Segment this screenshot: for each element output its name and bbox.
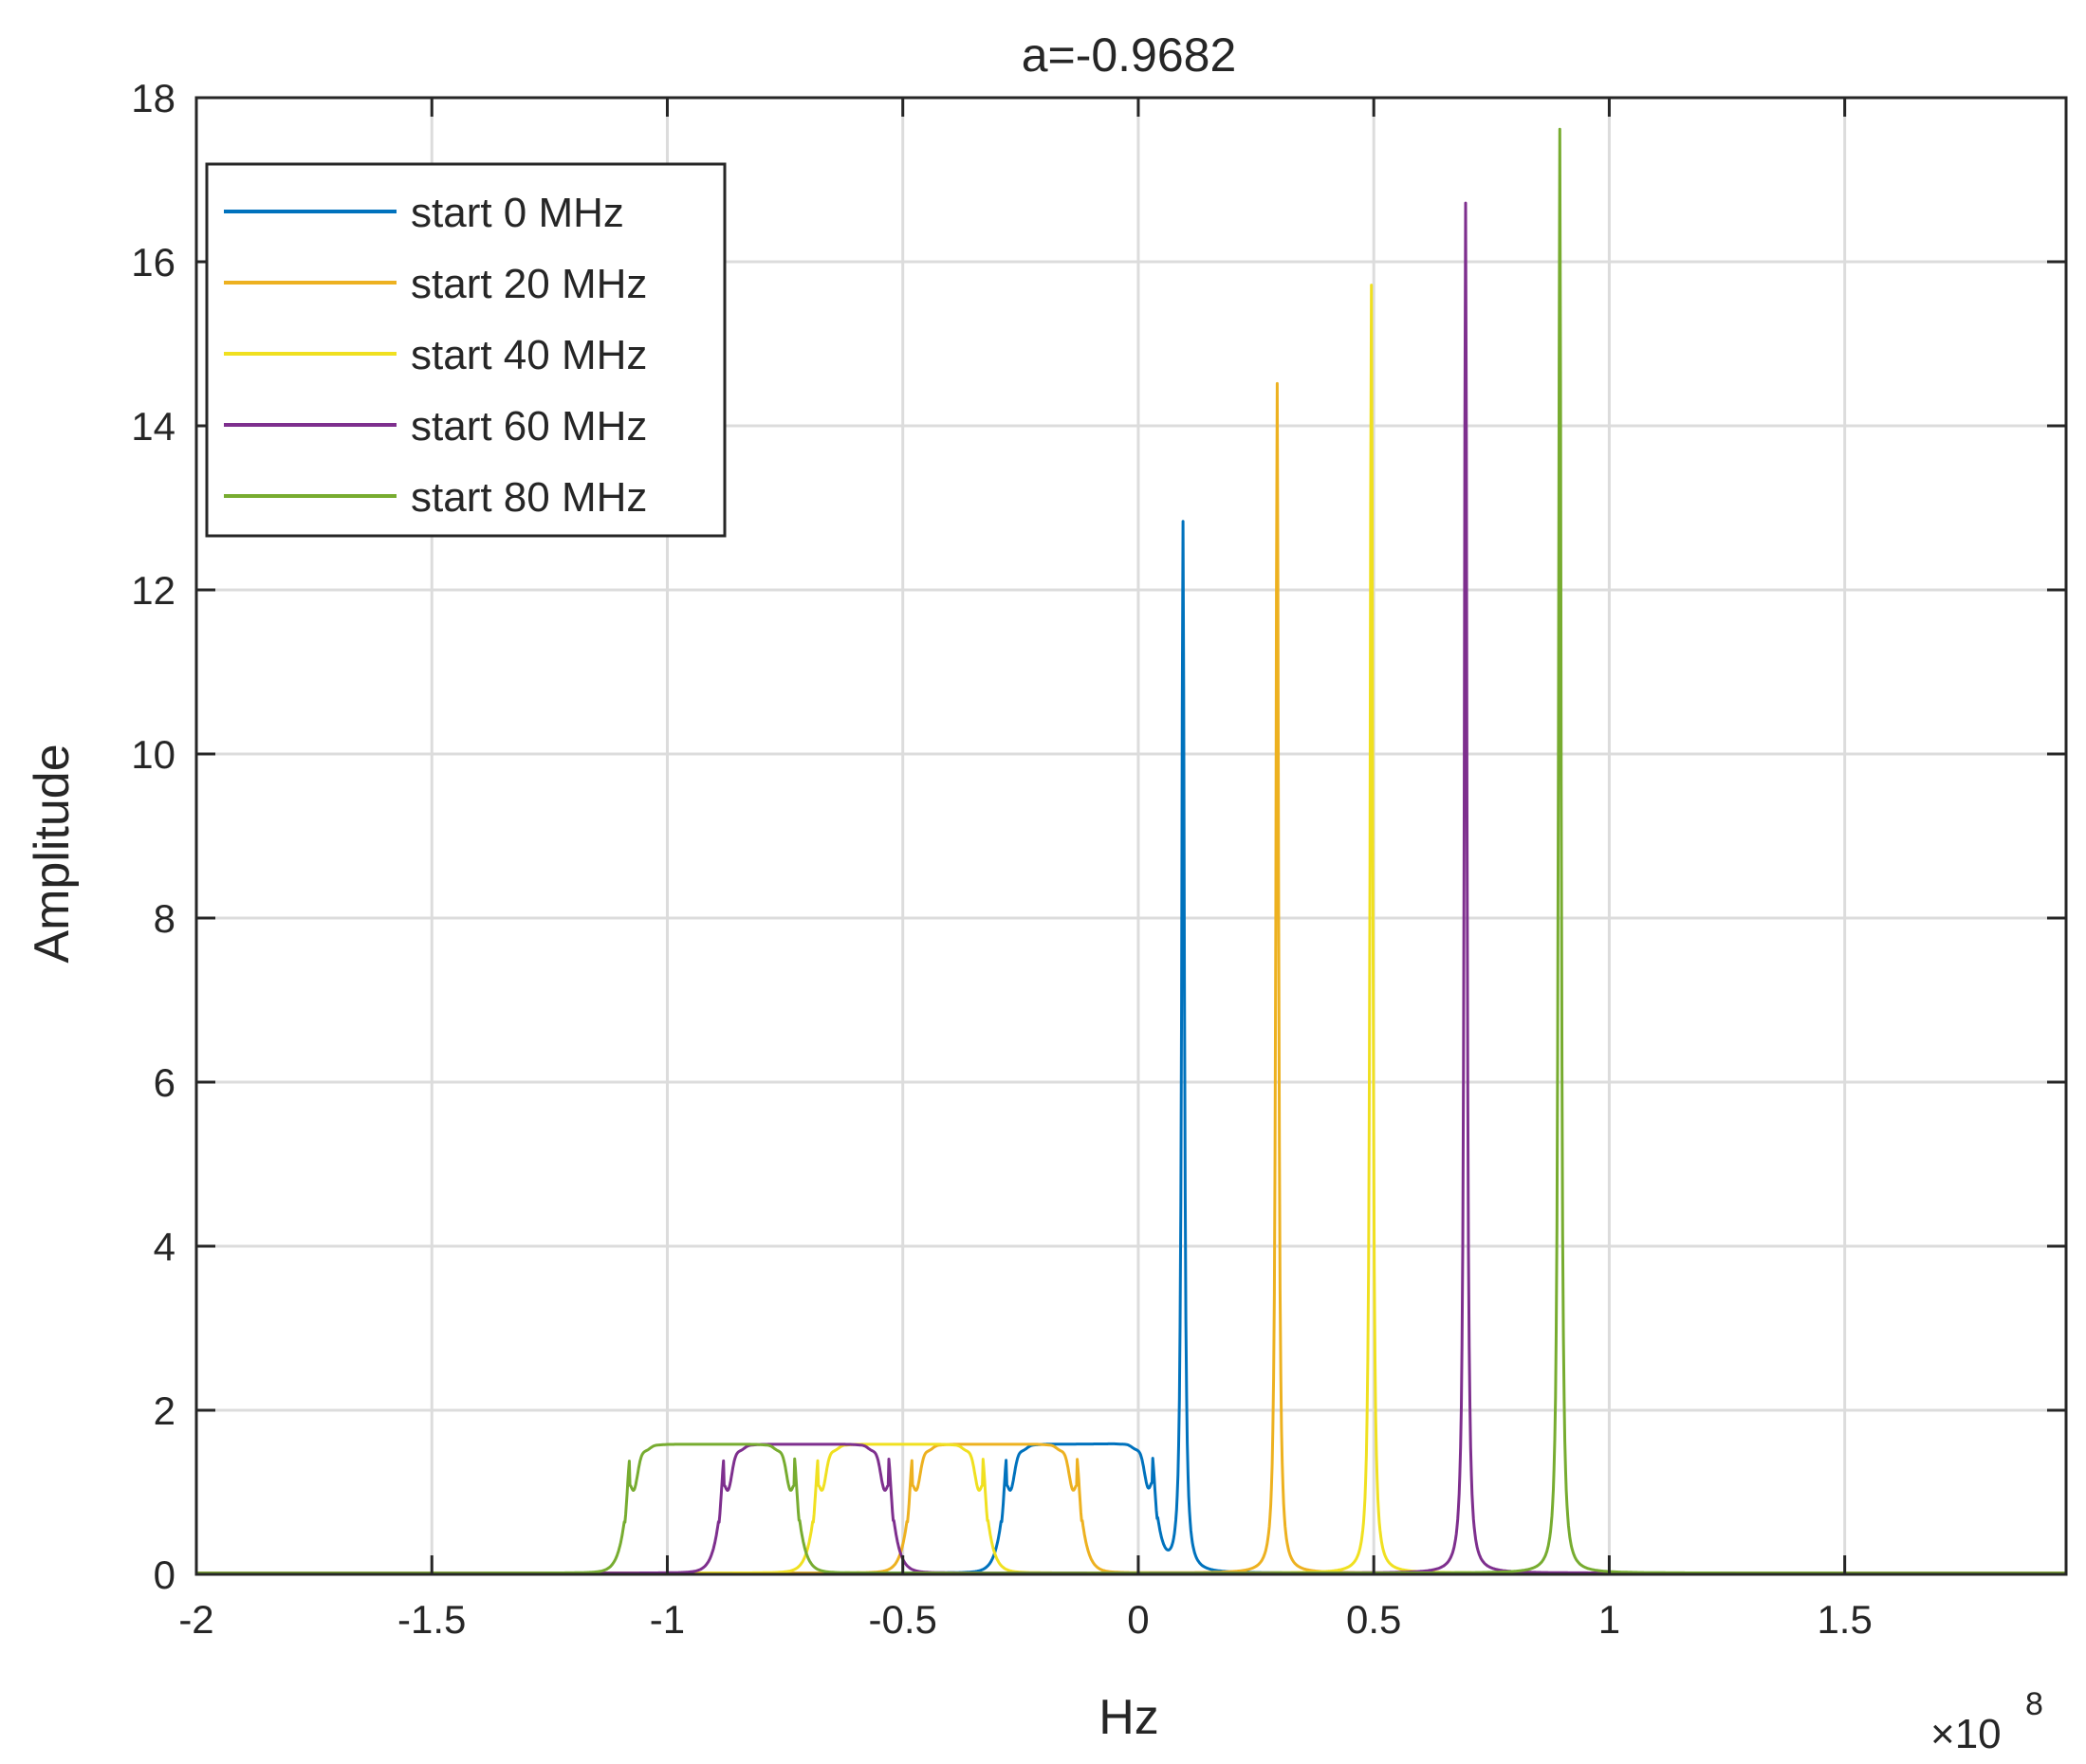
x-tick-label: 1.5 <box>1817 1597 1872 1642</box>
y-tick-label: 4 <box>154 1224 175 1269</box>
x-exponent-base: ×10 <box>1930 1711 2002 1757</box>
x-tick-label: 0 <box>1127 1597 1149 1642</box>
x-tick-label: -0.5 <box>869 1597 937 1642</box>
x-axis-label: Hz <box>1098 1690 1159 1745</box>
legend-entry: start 20 MHz <box>411 261 647 307</box>
y-tick-label: 2 <box>154 1388 175 1433</box>
x-tick-label: -1 <box>650 1597 685 1642</box>
y-tick-label: 8 <box>154 896 175 941</box>
legend: start 0 MHz start 20 MHz start 40 MHz start… <box>205 162 727 538</box>
x-tick-label: -1.5 <box>397 1597 466 1642</box>
legend-entry: start 80 MHz <box>411 474 647 521</box>
x-exponent-power: 8 <box>2025 1686 2043 1722</box>
axes-box <box>194 96 2068 1576</box>
legend-entry: start 40 MHz <box>411 332 647 378</box>
x-tick-label: 0.5 <box>1346 1597 1401 1642</box>
y-tick-label: 14 <box>131 404 175 449</box>
y-axis-label: Amplitude <box>25 744 80 963</box>
y-tick-label: 18 <box>131 76 175 120</box>
x-tick-label: 1 <box>1598 1597 1620 1642</box>
ticks: -2 -1.5 -1 -0.5 0 0.5 1 1.5 0 2 4 6 8 10 12 14 16 18 <box>131 76 2066 1642</box>
legend-entry: start 60 MHz <box>411 403 647 450</box>
y-tick-label: 6 <box>154 1060 175 1105</box>
legend-entry: start 0 MHz <box>411 190 624 236</box>
axes <box>194 96 2068 1576</box>
x-exponent: ×10 8 <box>1930 1686 2043 1757</box>
x-tick-label: -2 <box>178 1597 213 1642</box>
y-tick-label: 10 <box>131 732 175 777</box>
chart-title: a=-0.9682 <box>1022 28 1237 82</box>
y-tick-label: 16 <box>131 240 175 285</box>
y-tick-label: 0 <box>154 1553 175 1597</box>
y-tick-label: 12 <box>131 568 175 613</box>
legend-box <box>205 162 727 538</box>
